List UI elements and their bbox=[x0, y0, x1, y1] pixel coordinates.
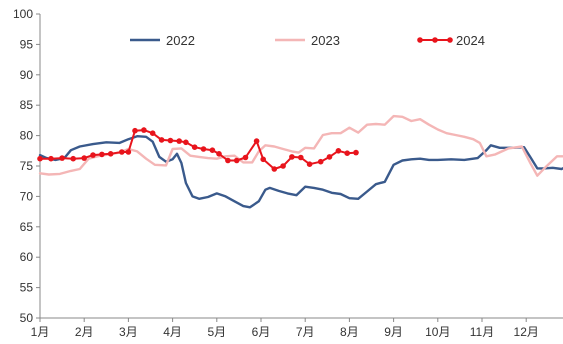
x-tick-label: 7月 bbox=[296, 325, 315, 339]
data-point-2024 bbox=[81, 155, 87, 161]
y-tick-label: 95 bbox=[20, 37, 34, 51]
x-tick-label: 11月 bbox=[470, 325, 494, 339]
data-point-2024 bbox=[233, 157, 240, 164]
y-tick-label: 65 bbox=[20, 220, 34, 234]
data-point-2024 bbox=[90, 152, 96, 158]
series-2024 bbox=[37, 127, 359, 172]
data-point-2024 bbox=[158, 137, 165, 143]
legend-label: 2022 bbox=[166, 33, 195, 48]
series-2022 bbox=[38, 135, 563, 209]
x-tick-label: 12月 bbox=[514, 325, 539, 339]
y-tick-label: 85 bbox=[20, 98, 34, 112]
series-line-2023 bbox=[38, 114, 563, 177]
data-point-2024 bbox=[216, 151, 222, 157]
x-tick-label: 2月 bbox=[75, 325, 94, 339]
y-tick-label: 75 bbox=[20, 159, 34, 173]
data-point-2024 bbox=[298, 154, 304, 161]
y-tick-label: 55 bbox=[20, 281, 34, 295]
data-point-2024 bbox=[167, 137, 174, 144]
legend-item-2024: 2024 bbox=[417, 33, 485, 48]
data-point-2024 bbox=[149, 130, 156, 136]
legend-item-2022: 2022 bbox=[130, 33, 195, 48]
data-point-2024 bbox=[306, 161, 313, 167]
legend-label: 2024 bbox=[456, 33, 485, 48]
series-line-2022 bbox=[38, 135, 563, 209]
series-2023 bbox=[38, 114, 563, 177]
chart-axes: 50 55 60 65 70 75 80 85 90 95 100 1月 2月 3月 4月 5月 6月 7月 8月 9… bbox=[13, 7, 563, 339]
data-point-2024 bbox=[353, 149, 359, 156]
data-point-2024 bbox=[141, 127, 147, 133]
y-tick-label: 100 bbox=[13, 7, 33, 21]
data-point-2024 bbox=[59, 155, 65, 161]
x-tick-label: 3月 bbox=[119, 325, 138, 339]
x-tick-label: 9月 bbox=[384, 325, 403, 339]
x-tick-label: 8月 bbox=[340, 325, 359, 339]
data-point-2024 bbox=[107, 151, 114, 157]
data-point-2024 bbox=[253, 138, 260, 144]
y-tick-label: 80 bbox=[20, 129, 34, 143]
legend-item-2023: 2023 bbox=[275, 33, 340, 48]
x-tick-label: 6月 bbox=[252, 325, 271, 339]
y-tick-label: 70 bbox=[20, 189, 34, 203]
x-tick-label: 4月 bbox=[163, 325, 182, 339]
data-point-2024 bbox=[225, 157, 231, 164]
legend-marker bbox=[447, 37, 453, 43]
data-point-2024 bbox=[48, 155, 54, 162]
x-tick-label: 1月 bbox=[31, 325, 50, 339]
x-tick-label: 10月 bbox=[425, 325, 450, 339]
data-point-2024 bbox=[119, 149, 125, 155]
legend-marker bbox=[417, 37, 423, 43]
data-point-2024 bbox=[191, 144, 198, 150]
data-point-2024 bbox=[271, 166, 278, 172]
data-point-2024 bbox=[70, 155, 76, 162]
data-point-2024 bbox=[260, 156, 267, 163]
legend-label: 2023 bbox=[311, 33, 340, 48]
data-point-2024 bbox=[242, 154, 249, 161]
x-tick-label: 5月 bbox=[207, 325, 226, 339]
chart-legend: 2022 2023 2024 bbox=[130, 33, 485, 48]
data-point-2024 bbox=[280, 163, 286, 169]
data-point-2024 bbox=[176, 138, 182, 144]
data-point-2024 bbox=[200, 146, 207, 152]
data-point-2024 bbox=[125, 149, 132, 155]
data-point-2024 bbox=[344, 150, 351, 156]
legend-marker bbox=[432, 37, 438, 43]
data-point-2024 bbox=[326, 154, 333, 160]
data-point-2024 bbox=[317, 158, 324, 165]
data-point-2024 bbox=[132, 127, 138, 134]
y-tick-label: 50 bbox=[20, 311, 34, 325]
data-point-2024 bbox=[37, 155, 43, 162]
data-point-2024 bbox=[335, 148, 342, 154]
series-layer bbox=[37, 114, 563, 209]
data-point-2024 bbox=[99, 151, 105, 158]
y-tick-label: 60 bbox=[20, 250, 34, 264]
data-point-2024 bbox=[183, 139, 189, 146]
y-tick-label: 90 bbox=[20, 68, 34, 82]
data-point-2024 bbox=[289, 154, 295, 160]
data-point-2024 bbox=[209, 147, 216, 153]
